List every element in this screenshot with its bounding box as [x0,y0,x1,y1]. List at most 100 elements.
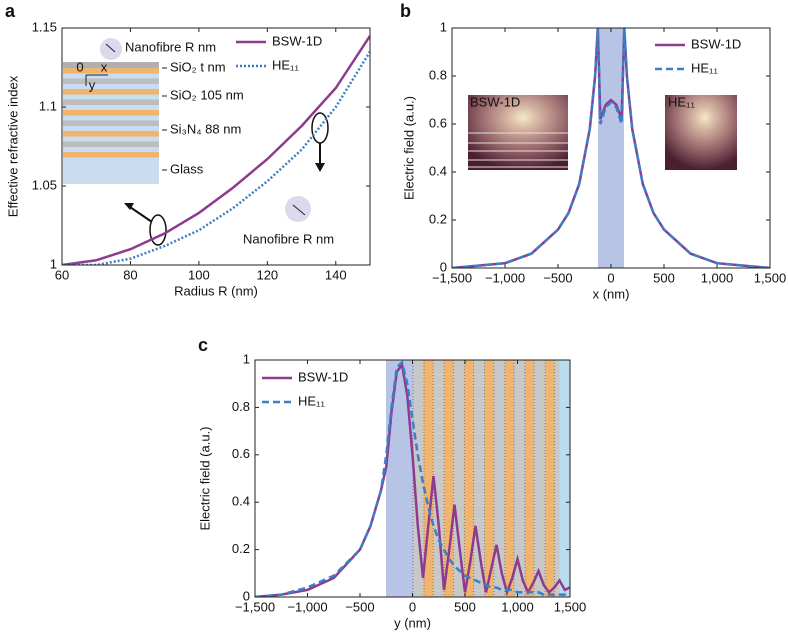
chart-panel: a 60 80 100 120 140 1 1.05 1.1 1.15 Radius R (nm) E… [5,1,371,298]
layer [559,360,570,597]
legend-label: BSW-1D [298,369,348,384]
y-axis-label: Effective refractive index [5,75,20,217]
y-tick-label: 0.4 [429,163,447,178]
x-tick-label: −1,500 [235,599,275,614]
layer [493,360,505,597]
y-tick-label: 0.4 [232,494,250,509]
x-tick-label: 1,500 [754,270,787,285]
y-tick-label: 1 [50,256,57,271]
curve-marker [149,214,167,246]
y-tick-label: 0 [243,588,250,603]
annotation: Nanofibre R nm [243,231,334,246]
legend-label: BSW-1D [691,36,741,51]
layer [545,360,555,597]
y-tick-label: 0.2 [429,211,447,226]
layer [63,152,159,158]
x-tick-label: 500 [653,270,675,285]
x-tick-label: −1,000 [485,270,525,285]
layer [424,360,434,597]
legend-label: HE₁₁ [298,393,325,408]
layer [63,141,159,147]
y-axis-label: Electric field (a.u.) [401,96,416,200]
y-tick-label: 0.2 [232,541,250,556]
layer [433,360,445,597]
x-tick-label: 0 [409,599,416,614]
legend-label: BSW-1D [272,33,322,48]
series-line [255,360,570,597]
annotation: SiO₂ 105 nm [170,87,244,102]
y-tick-label: 1.1 [39,98,57,113]
x-tick-label: −1,000 [287,599,327,614]
layer [63,120,159,126]
layer [473,360,485,597]
x-tick-label: 1,000 [701,270,734,285]
layer-stack [412,360,570,597]
layer [63,68,159,74]
arrow [105,43,116,53]
layer [63,110,159,116]
layer [464,360,474,597]
plot-frame [254,359,571,598]
layer [63,78,159,84]
layer [504,360,514,597]
annotation: HE₁₁ [668,94,695,109]
layer [484,360,494,597]
layer [63,131,159,137]
annotation: y [89,77,96,92]
series-line [255,361,570,597]
panel-label: c [198,335,208,355]
x-tick-label: 120 [256,267,278,282]
layer [413,360,424,597]
layer-stack [63,62,159,158]
y-tick-label: 0.8 [232,399,250,414]
annotation: Nanofibre R nm [125,39,216,54]
layer [63,62,159,68]
arrowhead [124,203,134,210]
annotation: 0 [76,59,83,74]
y-tick-label: 0.8 [429,67,447,82]
x-tick-label: 140 [325,267,347,282]
x-tick-label: −500 [345,599,374,614]
annotation: SiO₂ t nm [170,59,226,74]
series-line [62,35,370,265]
x-axis-label: y (nm) [394,615,431,630]
y-axis-label: Electric field (a.u.) [197,426,212,530]
legend-label: HE₁₁ [272,57,299,72]
layer [63,99,159,105]
chart-panel: b −1,500 −1,000 −500 0 500 1,000 1,500 0 0.2 0.4 0.… [400,1,786,302]
layer-lines [468,132,568,168]
y-tick-label: 1 [440,19,447,34]
y-tick-label: 0 [440,259,447,274]
arrow [292,204,306,216]
y-tick-label: 1 [243,351,250,366]
fibre-region [598,28,624,268]
y-tick-label: 1.15 [32,19,57,34]
arrow [129,206,153,223]
decorations [63,28,737,597]
chart-panel: c −1,500 −1,000 −500 0 500 1,000 1,500 0 0.2 0.4 0.… [197,335,586,631]
layer [63,89,159,95]
layer [514,360,525,597]
x-axis-label: Radius R (nm) [174,283,258,298]
legend-label: HE₁₁ [691,60,718,75]
plot-frame [451,27,771,269]
layer [554,360,560,597]
layer [453,360,465,597]
annotation: BSW-1D [470,94,520,109]
annotation: Si₃N₄ 88 nm [170,121,241,136]
annotation: Glass [170,161,204,176]
x-tick-label: 500 [454,599,476,614]
x-tick-label: 1,500 [554,599,587,614]
curve-marker [311,112,329,144]
x-tick-label: 1,000 [501,599,534,614]
layer [534,360,546,597]
x-tick-label: 100 [188,267,210,282]
panel-label: a [5,1,16,21]
x-tick-label: 80 [123,267,137,282]
layer [444,360,454,597]
y-tick-label: 1.05 [32,177,57,192]
panel-label: b [400,1,411,21]
y-tick-label: 0.6 [429,115,447,130]
layer [525,360,535,597]
